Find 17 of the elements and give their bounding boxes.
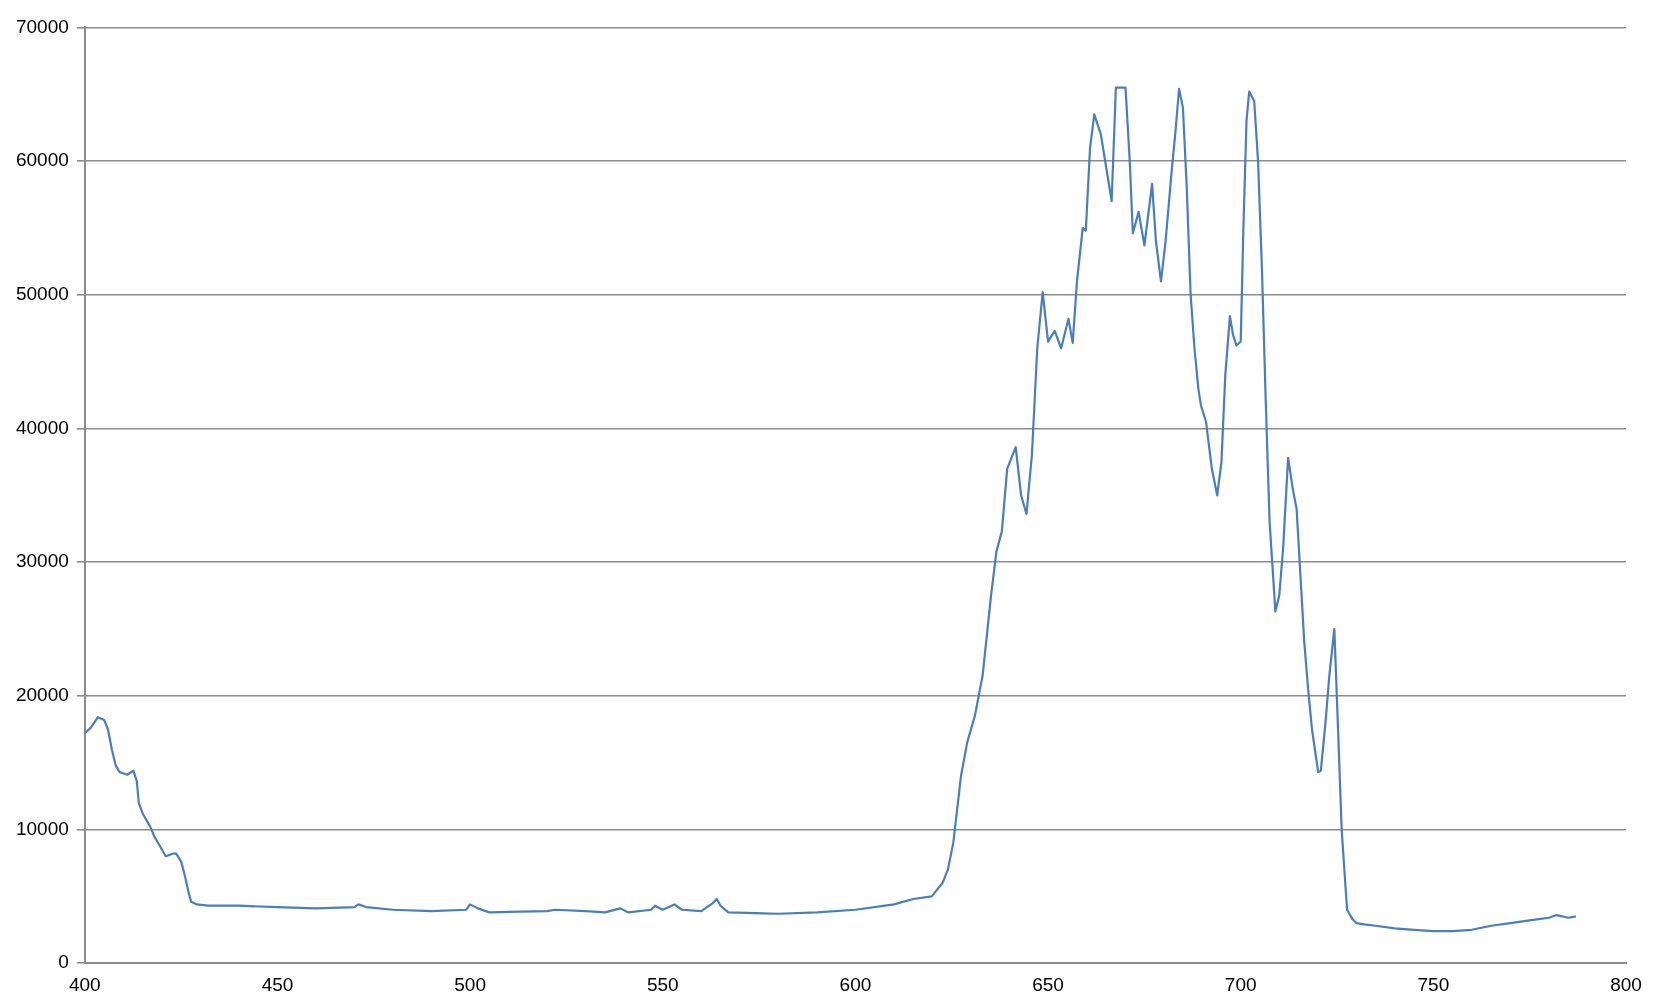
y-tick-label: 60000 [15,149,69,171]
x-tick-label: 650 [1032,973,1064,995]
y-tick-label: 40000 [15,416,69,438]
x-tick-label: 800 [1610,973,1642,995]
x-tick-label: 550 [646,973,679,995]
y-tick-label: 0 [58,951,69,973]
x-tick-label: 700 [1224,973,1257,995]
y-tick-label: 50000 [15,283,69,305]
y-tick-label: 30000 [15,550,69,572]
y-tick-label: 70000 [15,15,69,37]
x-tick-label: 750 [1417,973,1450,995]
x-tick-label: 500 [454,973,486,995]
x-tick-label: 450 [261,973,294,995]
y-tick-label: 10000 [15,817,69,839]
x-tick-label: 400 [68,973,101,995]
x-tick-label: 600 [839,973,872,995]
y-tick-label: 20000 [15,684,69,706]
